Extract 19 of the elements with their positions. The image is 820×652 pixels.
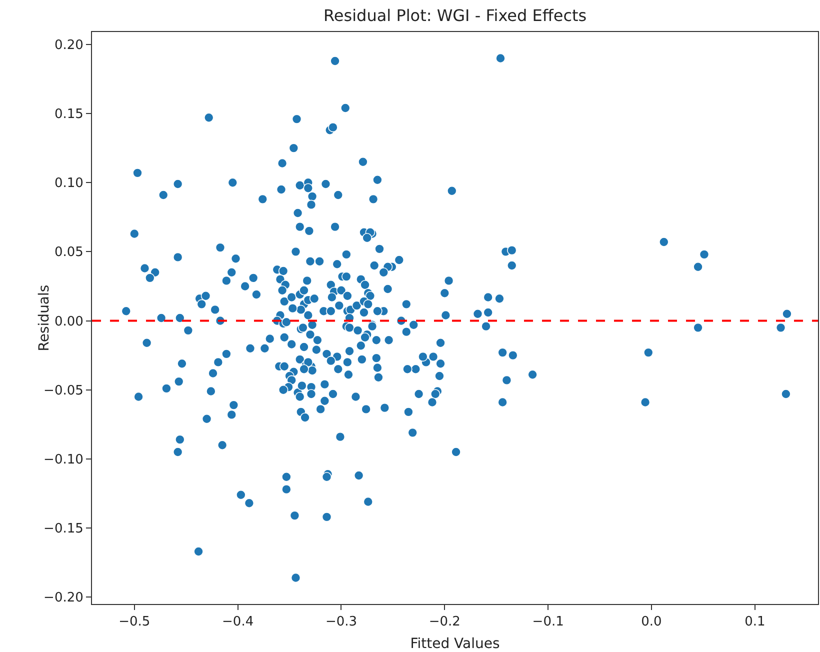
x-tick-label: 0.1 [744,614,766,630]
x-tick-label: −0.2 [428,614,460,630]
y-tick-label: 0.10 [54,176,84,192]
y-tick-label: −0.15 [44,522,84,537]
x-tick-label: −0.4 [222,614,254,630]
x-tick-label: −0.3 [325,614,358,630]
y-tick-label: 0.15 [54,107,84,122]
chart-title: Residual Plot: WGI - Fixed Effects [324,6,587,25]
y-tick-label: 0.20 [54,38,84,53]
y-tick-label: −0.05 [44,383,84,398]
x-tick-label: −0.5 [118,614,150,630]
y-tick-label: 0.00 [54,314,84,330]
x-axis-title: Fitted Values [410,636,500,652]
x-tick-label: −0.1 [532,614,564,630]
y-tick-label: −0.10 [44,452,84,468]
y-tick-label: 0.05 [54,245,84,260]
x-tick-label: 0.0 [641,614,662,630]
y-axis-title: Residuals [36,284,52,352]
y-tick-label: −0.20 [44,590,84,606]
